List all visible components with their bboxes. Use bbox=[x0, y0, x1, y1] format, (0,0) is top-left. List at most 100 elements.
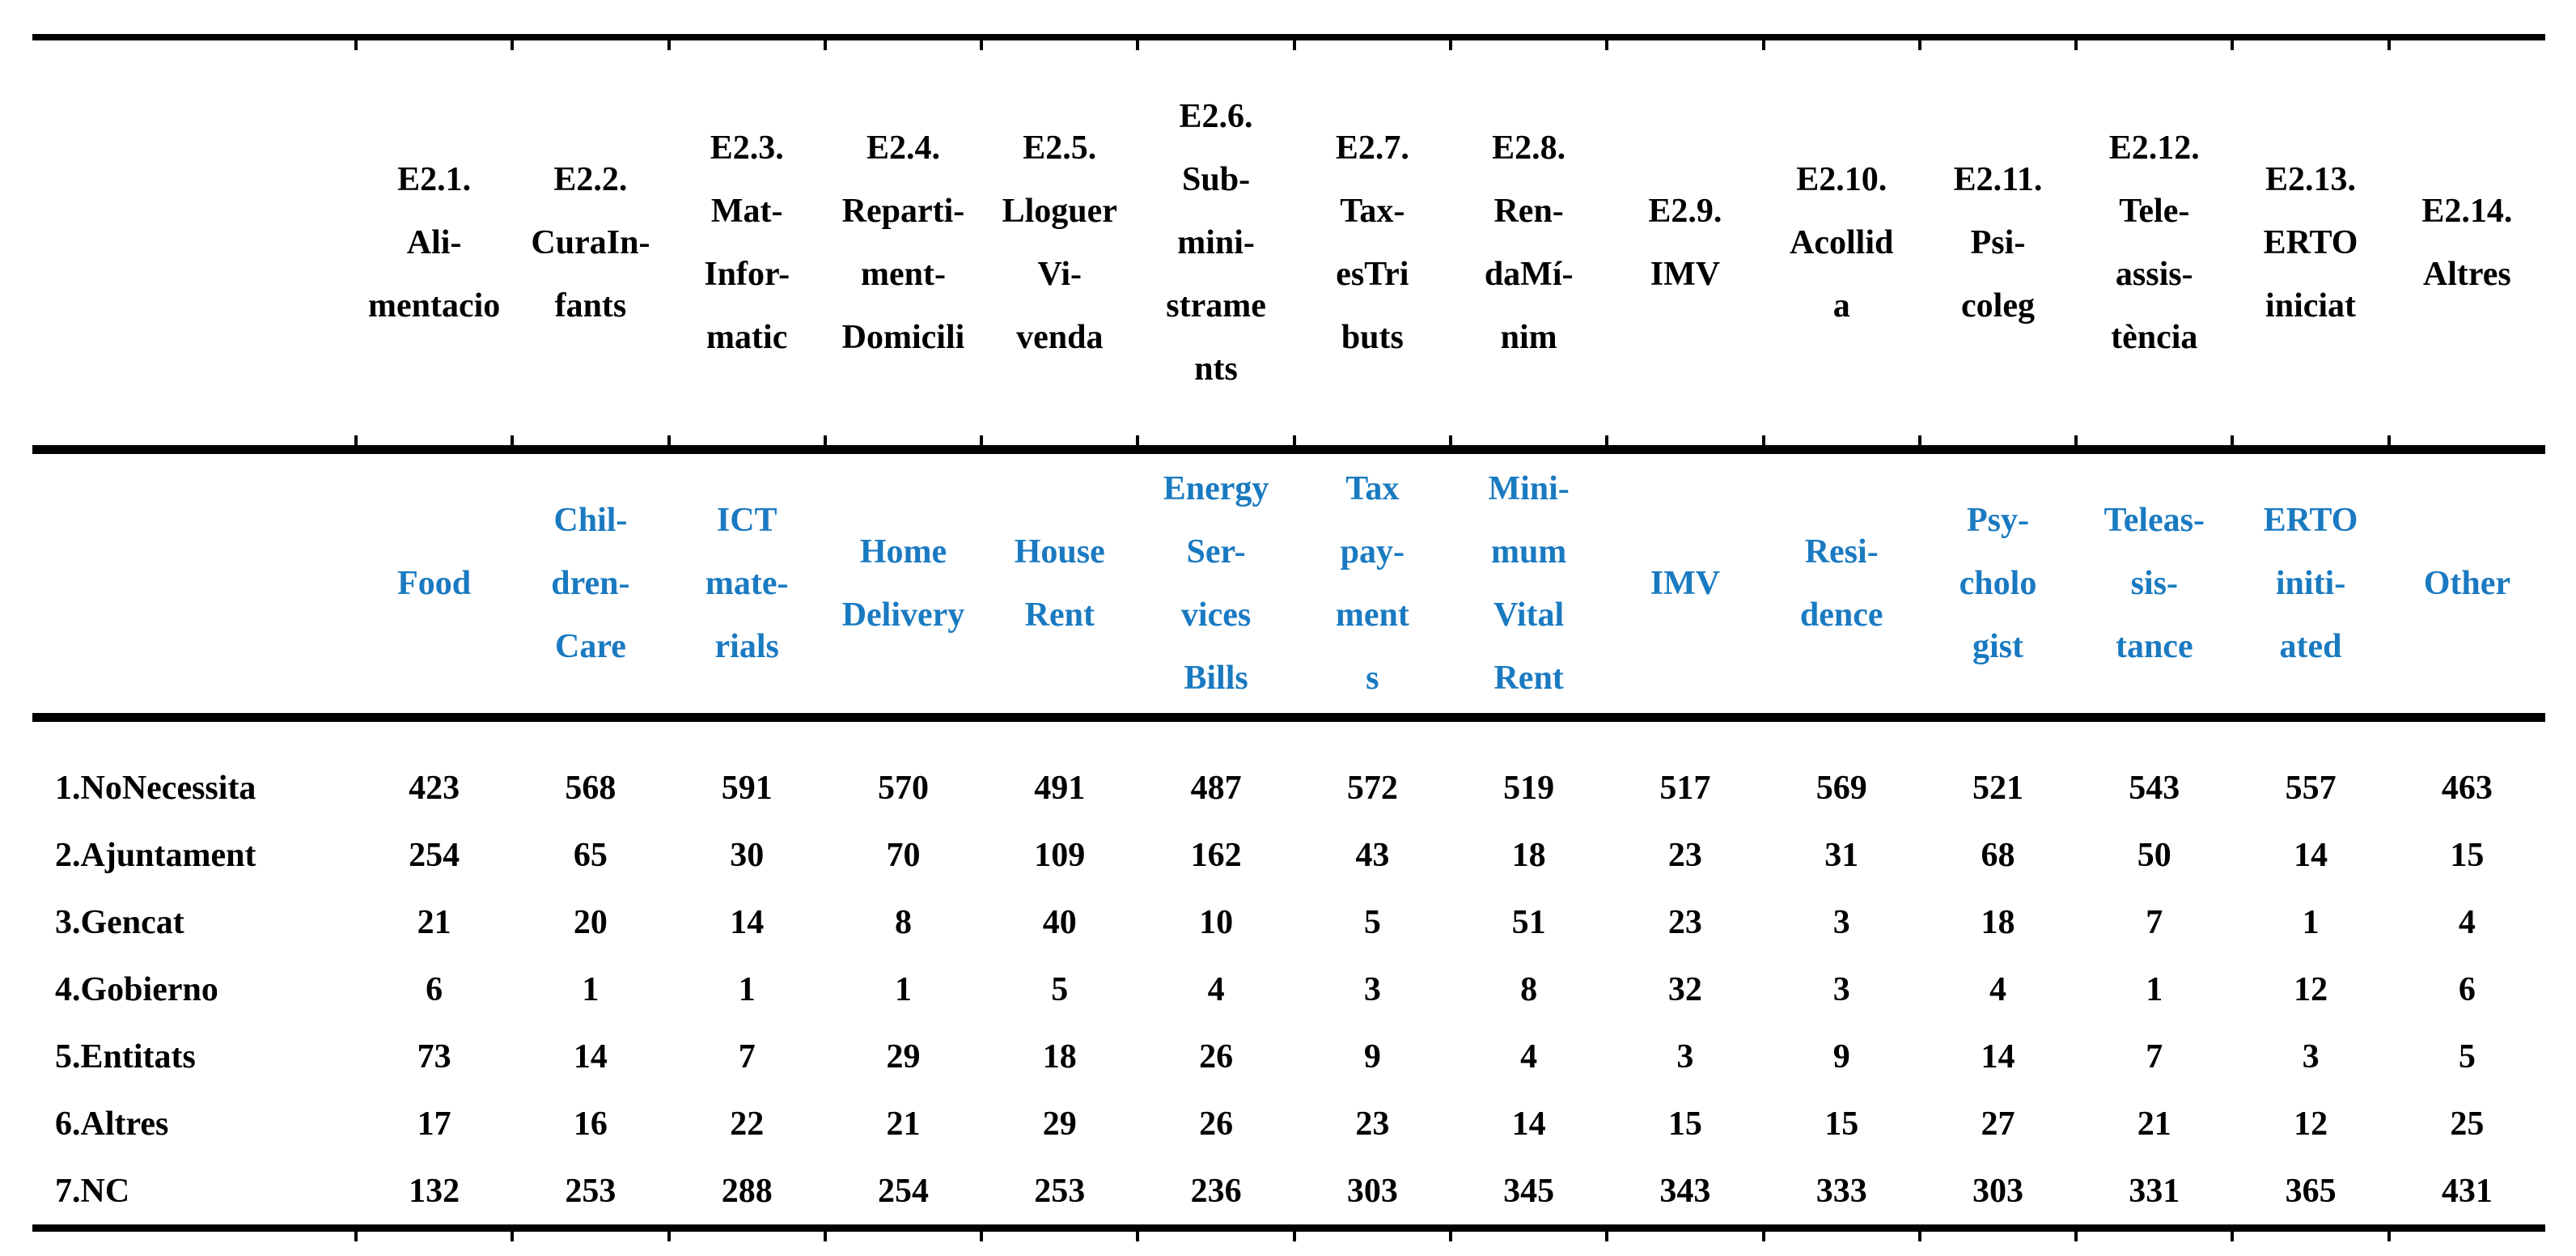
value-cell: 7 bbox=[2146, 1037, 2163, 1076]
col-header-english-homedelivery: Home Delivery bbox=[841, 533, 965, 634]
table-row: 1.NoNecessita 423 568 591 570 491 487 57… bbox=[32, 754, 2545, 821]
value-cell: 5 bbox=[1363, 903, 1381, 941]
value-cell: 331 bbox=[2129, 1172, 2180, 1210]
column-boundary-tick bbox=[511, 34, 515, 50]
value-cell: 15 bbox=[1824, 1105, 1859, 1143]
column-boundary-tick bbox=[667, 34, 671, 50]
column-boundary-tick bbox=[354, 34, 358, 50]
value-cell: 40 bbox=[1042, 903, 1077, 941]
value-cell: 132 bbox=[409, 1172, 460, 1210]
value-cell: 521 bbox=[1972, 769, 2023, 807]
value-cell: 517 bbox=[1659, 769, 1711, 807]
value-cell: 21 bbox=[886, 1105, 921, 1143]
column-boundary-tick bbox=[511, 1224, 515, 1241]
column-boundary-tick bbox=[1136, 435, 1140, 454]
value-cell: 591 bbox=[721, 769, 773, 807]
value-cell: 345 bbox=[1503, 1172, 1555, 1210]
value-cell: 4 bbox=[1989, 970, 2006, 1008]
value-cell: 9 bbox=[1832, 1037, 1850, 1076]
value-cell: 6 bbox=[2458, 970, 2476, 1008]
column-boundary-tick bbox=[667, 1224, 671, 1241]
value-cell: 236 bbox=[1190, 1172, 1242, 1210]
row-label: 1.NoNecessita bbox=[55, 769, 256, 807]
column-boundary-tick bbox=[1605, 34, 1609, 50]
value-cell: 8 bbox=[1520, 970, 1538, 1008]
value-cell: 1 bbox=[894, 970, 912, 1008]
col-header-english-teleassistance: Teleas- sis- tance bbox=[2104, 502, 2205, 665]
col-header-catalan-e2-5: E2.5. Lloguer Vi- venda bbox=[1002, 129, 1117, 356]
table-row: 6.Altres 17 16 22 21 29 26 23 14 15 15 2… bbox=[32, 1090, 2545, 1157]
value-cell: 26 bbox=[1199, 1037, 1234, 1076]
value-cell: 569 bbox=[1815, 769, 1867, 807]
value-cell: 303 bbox=[1346, 1172, 1398, 1210]
value-cell: 463 bbox=[2441, 769, 2493, 807]
value-cell: 43 bbox=[1355, 836, 1390, 874]
horizontal-rule-after-english bbox=[32, 713, 2545, 722]
row-label: 6.Altres bbox=[55, 1105, 169, 1143]
row-label: 7.NC bbox=[55, 1172, 130, 1210]
col-header-english-energybills: Energy Ser- vices Bills bbox=[1163, 470, 1269, 697]
column-boundary-tick bbox=[1449, 34, 1452, 50]
value-cell: 1 bbox=[738, 970, 756, 1008]
value-cell: 65 bbox=[573, 836, 608, 874]
horizontal-rule-after-catalan bbox=[32, 445, 2545, 454]
value-cell: 8 bbox=[894, 903, 912, 941]
col-header-english-ict: ICT mate- rials bbox=[705, 502, 789, 665]
column-boundary-tick bbox=[1917, 34, 1921, 50]
col-header-catalan-e2-2: E2.2. CuraIn- fants bbox=[531, 161, 650, 325]
column-boundary-tick bbox=[1136, 1224, 1140, 1241]
col-header-english-other: Other bbox=[2423, 565, 2510, 602]
value-cell: 29 bbox=[1042, 1105, 1077, 1143]
column-boundary-tick bbox=[1761, 1224, 1765, 1241]
column-boundary-tick bbox=[1292, 1224, 1296, 1241]
value-cell: 51 bbox=[1511, 903, 1546, 941]
column-boundary-tick bbox=[1292, 34, 1296, 50]
col-header-catalan-e2-9: E2.9. IMV bbox=[1648, 193, 1722, 293]
value-cell: 21 bbox=[2137, 1105, 2171, 1143]
col-header-english-minvitalrent: Mini- mum Vital Rent bbox=[1488, 470, 1570, 697]
value-cell: 9 bbox=[1363, 1037, 1381, 1076]
value-cell: 17 bbox=[417, 1105, 451, 1143]
column-boundary-tick bbox=[1136, 34, 1140, 50]
value-cell: 15 bbox=[1667, 1105, 1702, 1143]
col-header-english-taxpayments: Tax pay- ment s bbox=[1335, 470, 1409, 697]
value-cell: 32 bbox=[1667, 970, 1702, 1008]
col-header-english-houserent: House Rent bbox=[1014, 533, 1105, 634]
column-boundary-tick bbox=[823, 1224, 827, 1241]
value-cell: 7 bbox=[2146, 903, 2163, 941]
value-cell: 3 bbox=[1676, 1037, 1694, 1076]
value-cell: 423 bbox=[409, 769, 460, 807]
column-boundary-tick bbox=[2387, 34, 2391, 50]
column-boundary-tick bbox=[2387, 435, 2391, 454]
value-cell: 14 bbox=[2294, 836, 2328, 874]
value-cell: 30 bbox=[730, 836, 765, 874]
column-boundary-tick bbox=[980, 34, 984, 50]
horizontal-rule-top bbox=[32, 34, 2545, 40]
col-header-catalan-e2-10: E2.10. Acollid a bbox=[1790, 161, 1894, 325]
col-header-english-childrencare: Chil- dren- Care bbox=[551, 502, 630, 665]
row-label: 4.Gobierno bbox=[55, 970, 218, 1008]
value-cell: 14 bbox=[730, 903, 765, 941]
value-cell: 12 bbox=[2294, 970, 2328, 1008]
value-cell: 23 bbox=[1667, 903, 1702, 941]
col-header-catalan-e2-1: E2.1. Ali- mentacio bbox=[367, 161, 501, 325]
column-boundary-tick bbox=[980, 1224, 984, 1241]
col-header-catalan-e2-13: E2.13. ERTO iniciat bbox=[2263, 161, 2358, 325]
value-cell: 3 bbox=[1832, 970, 1850, 1008]
header-row-catalan: E2.1. Ali- mentacio E2.2. CuraIn- fants … bbox=[32, 40, 2545, 445]
value-cell: 487 bbox=[1190, 769, 1242, 807]
col-header-catalan-e2-8: E2.8. Ren- daMí- nim bbox=[1484, 129, 1574, 356]
empty-corner-cell bbox=[32, 40, 356, 445]
value-cell: 18 bbox=[1511, 836, 1546, 874]
col-header-english-erto: ERTO initi- ated bbox=[2263, 502, 2358, 665]
column-boundary-tick bbox=[1917, 435, 1921, 454]
value-cell: 68 bbox=[1981, 836, 2015, 874]
value-cell: 253 bbox=[565, 1172, 616, 1210]
value-cell: 3 bbox=[1832, 903, 1850, 941]
row-label: 3.Gencat bbox=[55, 903, 184, 941]
value-cell: 557 bbox=[2285, 769, 2337, 807]
col-header-catalan-e2-11: E2.11. Psi- coleg bbox=[1953, 161, 2043, 325]
table-row: 5.Entitats 73 14 7 29 18 26 9 4 3 9 14 7… bbox=[32, 1023, 2545, 1090]
value-cell: 12 bbox=[2294, 1105, 2328, 1143]
column-boundary-tick bbox=[2231, 34, 2235, 50]
